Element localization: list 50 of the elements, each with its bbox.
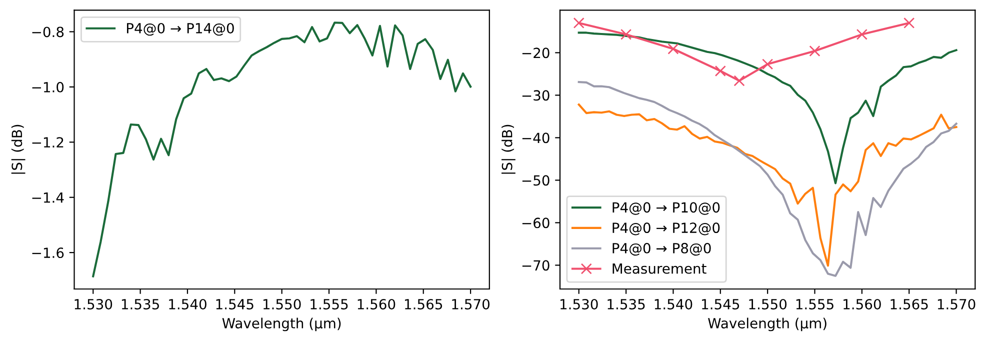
x-tick-label: 1.545 <box>702 299 740 310</box>
x-tick-label: 1.565 <box>405 298 442 310</box>
y-tick-label: −40 <box>522 132 550 144</box>
x-tick-label: 1.535 <box>122 298 159 310</box>
y-tick-label: −1.2 <box>32 137 64 148</box>
x-tick-label: 1.545 <box>216 299 254 310</box>
legend-label: P4@0 → P10@0 <box>612 202 720 215</box>
legend-label: P4@0 → P12@0 <box>612 222 720 236</box>
point <box>762 58 774 70</box>
x-tick-label: 1.535 <box>608 298 645 310</box>
legend-label: P4@0 → P8@0 <box>612 242 711 256</box>
x-tick-label: 1.550 <box>749 298 787 310</box>
x-tick-label: 1.550 <box>263 298 301 310</box>
y-tick-label: −1.6 <box>32 248 64 258</box>
line-series <box>578 80 958 277</box>
point <box>734 75 745 86</box>
x-tick-label: 1.555 <box>310 299 348 310</box>
x-tick-label: 1.530 <box>74 298 112 310</box>
point <box>809 45 820 57</box>
x-tick-label: 1.570 <box>938 298 976 310</box>
x-axis-title: Wavelength (µm) <box>222 318 341 332</box>
y-tick-label: −1.4 <box>32 192 64 203</box>
x-tick-label: 1.570 <box>452 298 490 310</box>
x-tick-label: 1.565 <box>890 298 928 310</box>
line-series <box>578 32 958 184</box>
x-axis-title: Wavelength (µm) <box>708 318 826 332</box>
y-tick-label: −30 <box>522 90 550 101</box>
y-axis-title: |S| (dB) <box>502 124 516 174</box>
point <box>904 17 915 29</box>
point <box>668 43 679 54</box>
point <box>714 65 726 77</box>
x-tick-label: 1.540 <box>654 298 692 310</box>
point <box>573 17 584 29</box>
x-tick-label: 1.560 <box>844 298 881 310</box>
y-tick-label: −1.0 <box>32 82 64 92</box>
y-tick-label: −0.8 <box>32 26 64 38</box>
legend-label: P4@0 → P14@0 <box>127 22 234 36</box>
x-tick-label: 1.530 <box>560 298 598 310</box>
x-tick-label: 1.560 <box>358 298 396 310</box>
y-tick-label: −50 <box>522 175 550 186</box>
x-tick-label: 1.555 <box>796 299 834 310</box>
y-axis-title: |S| (dB) <box>11 124 26 174</box>
legend-label: Measurement <box>612 263 706 274</box>
x-tick-label: 1.540 <box>169 298 206 310</box>
y-tick-label: −60 <box>522 218 550 228</box>
line-series <box>92 22 472 278</box>
point <box>620 28 632 40</box>
y-tick-label: −70 <box>522 260 550 271</box>
y-tick-label: −20 <box>522 48 550 58</box>
point <box>856 28 868 40</box>
